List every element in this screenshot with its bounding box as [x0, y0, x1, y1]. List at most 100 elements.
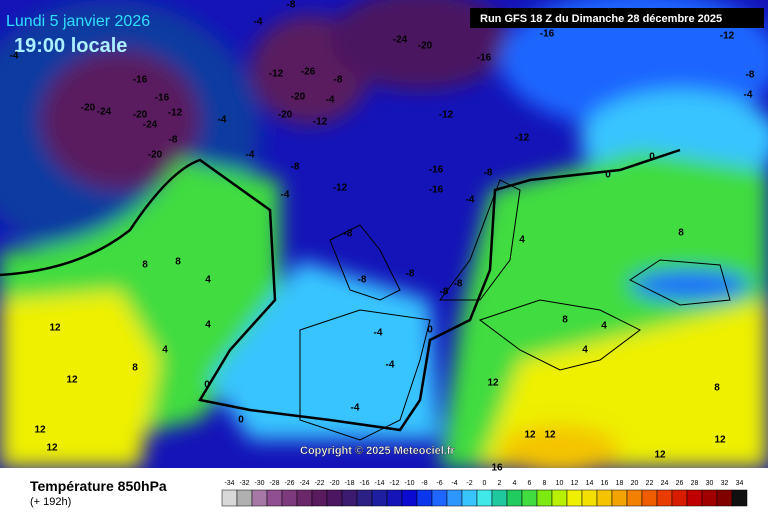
legend-swatch	[641, 489, 658, 507]
contour-label: -8	[454, 279, 463, 290]
legend-label: -14	[374, 480, 384, 487]
legend-label: 16	[601, 480, 609, 487]
contour-label: -16	[133, 75, 148, 86]
contour-label: -12	[269, 69, 284, 80]
legend-label: 24	[661, 480, 669, 487]
contour-label: 4	[205, 275, 211, 286]
contour-label: -4	[246, 150, 255, 161]
contour-label: -4	[466, 195, 475, 206]
contour-label: -8	[484, 168, 493, 179]
legend-swatch	[251, 489, 268, 507]
legend-label: 12	[571, 480, 579, 487]
legend-swatch	[671, 489, 688, 507]
contour-label: 8	[142, 260, 148, 271]
contour-label: -12	[333, 183, 348, 194]
legend-swatch	[386, 489, 403, 507]
legend-label: -4	[451, 480, 457, 487]
legend-label: -18	[344, 480, 354, 487]
contour-label: -20	[81, 103, 96, 114]
contour-label: 0	[238, 415, 244, 426]
zero-isotherm	[0, 148, 681, 432]
legend-label: -30	[254, 480, 264, 487]
coastlines	[299, 179, 731, 441]
legend-label: -22	[314, 480, 324, 487]
contour-label: -24	[393, 35, 408, 46]
legend-swatch	[326, 489, 343, 507]
contour-label: -4	[744, 90, 753, 101]
contour-label: 12	[487, 378, 499, 389]
forecast-date: Lundi 5 janvier 2026	[6, 13, 150, 30]
legend-label: -32	[239, 480, 249, 487]
contour-label: -4	[218, 115, 227, 126]
legend-swatch	[311, 489, 328, 507]
contour-label: -24	[143, 120, 158, 131]
contour-label: -8	[334, 75, 343, 86]
legend-label: 30	[706, 480, 714, 487]
contour-label: -20	[133, 110, 148, 121]
contour-label: -4	[10, 51, 19, 62]
legend-label: -34	[224, 480, 234, 487]
contour-label: -26	[301, 67, 316, 78]
legend-swatch	[611, 489, 628, 507]
legend-swatch	[536, 489, 553, 507]
legend-label: -8	[421, 480, 427, 487]
forecast-time: 19:00 locale	[14, 35, 127, 57]
contour-label: 4	[162, 345, 168, 356]
legend-label: -24	[299, 480, 309, 487]
contour-label: -8	[169, 135, 178, 146]
contour-label: 0	[204, 380, 210, 391]
contour-label: -20	[148, 150, 163, 161]
legend-label: -16	[359, 480, 369, 487]
legend-label: 2	[498, 480, 502, 487]
legend-swatch	[701, 489, 718, 507]
contour-label: 8	[562, 315, 568, 326]
contour-label: 12	[46, 443, 58, 454]
legend-swatch	[266, 489, 283, 507]
contour-label: -12	[168, 108, 183, 119]
legend-swatch	[401, 489, 418, 507]
map-field	[0, 0, 768, 468]
legend-swatch	[506, 489, 523, 507]
legend-swatch	[716, 489, 733, 507]
contour-label: 8	[175, 257, 181, 268]
contour-label: -16	[429, 165, 444, 176]
legend-swatch	[356, 489, 373, 507]
contour-label: -8	[287, 0, 296, 11]
legend-swatch	[566, 489, 583, 507]
contour-label: -4	[254, 17, 263, 28]
contour-label: -16	[429, 185, 444, 196]
contour-label: -8	[344, 229, 353, 240]
legend-label: 10	[556, 480, 564, 487]
contour-label: 8	[714, 383, 720, 394]
legend-swatch	[461, 489, 478, 507]
legend-swatch	[236, 489, 253, 507]
legend-label: 32	[721, 480, 729, 487]
legend-label: 6	[528, 480, 532, 487]
contour-label: -12	[439, 110, 454, 121]
legend-swatch	[446, 489, 463, 507]
legend-swatch	[521, 489, 538, 507]
legend-swatch	[626, 489, 643, 507]
legend-label: 14	[586, 480, 594, 487]
contour-label: -4	[351, 403, 360, 414]
contour-label: 8	[132, 363, 138, 374]
legend-label: 4	[513, 480, 517, 487]
contour-label: 4	[519, 235, 525, 246]
contour-label: 12	[34, 425, 46, 436]
legend-swatch	[371, 489, 388, 507]
contour-label: -20	[291, 92, 306, 103]
contour-label: 8	[678, 228, 684, 239]
run-info: Run GFS 18 Z du Dimanche 28 décembre 202…	[480, 13, 722, 25]
legend-swatch	[491, 489, 508, 507]
contour-label: 12	[654, 450, 666, 461]
contour-label: 4	[205, 320, 211, 331]
contour-label: -16	[155, 93, 170, 104]
contour-label: 4	[582, 345, 588, 356]
contour-label: -16	[477, 53, 492, 64]
contour-label: -8	[440, 287, 449, 298]
contour-label: 0	[605, 170, 611, 181]
legend-swatch	[416, 489, 433, 507]
legend-swatch	[221, 489, 238, 507]
contour-label: 12	[524, 430, 536, 441]
